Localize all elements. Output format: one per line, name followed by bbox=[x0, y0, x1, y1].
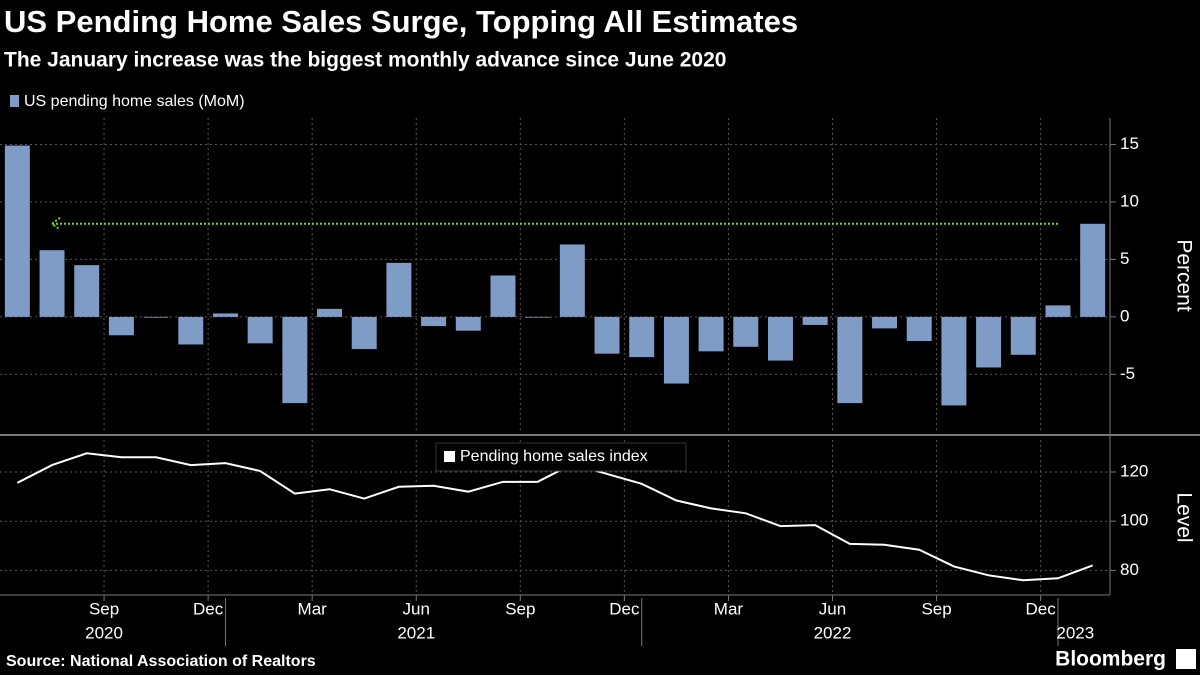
bar bbox=[317, 308, 343, 317]
chart-title: US Pending Home Sales Surge, Topping All… bbox=[4, 4, 798, 39]
bar bbox=[837, 316, 863, 404]
y-tick-label: 5 bbox=[1120, 249, 1129, 268]
y-axis-label: Percent bbox=[1172, 239, 1195, 312]
x-tick-label: Jun bbox=[819, 599, 846, 618]
bar bbox=[108, 316, 134, 336]
x-tick-label: Dec bbox=[1026, 599, 1057, 618]
legend-label: Pending home sales index bbox=[460, 448, 648, 465]
bar bbox=[733, 316, 759, 347]
bar bbox=[212, 313, 238, 317]
bar bbox=[802, 316, 828, 325]
legend-swatch bbox=[444, 451, 455, 462]
bar bbox=[282, 316, 308, 404]
x-tick-label: Jun bbox=[403, 599, 430, 618]
x-year-label: 2020 bbox=[85, 623, 123, 642]
y-tick-label: 15 bbox=[1120, 134, 1139, 153]
legend-swatch bbox=[10, 95, 19, 107]
bar bbox=[455, 316, 481, 331]
bar bbox=[629, 316, 655, 358]
x-tick-label: Sep bbox=[89, 599, 119, 618]
x-tick-label: Sep bbox=[921, 599, 951, 618]
bar bbox=[490, 275, 516, 317]
brand: Bloomberg bbox=[1055, 648, 1166, 671]
y-tick-label: -5 bbox=[1120, 364, 1135, 383]
x-tick-label: Sep bbox=[505, 599, 535, 618]
bar bbox=[351, 316, 377, 350]
bar bbox=[421, 316, 447, 327]
x-tick-label: Dec bbox=[193, 599, 224, 618]
bar bbox=[247, 316, 273, 344]
x-year-label: 2022 bbox=[814, 623, 852, 642]
y-tick-label: 120 bbox=[1120, 461, 1148, 480]
y-tick-label: 80 bbox=[1120, 560, 1139, 579]
x-year-label: 2021 bbox=[397, 623, 435, 642]
bar bbox=[525, 316, 551, 318]
bar bbox=[1010, 316, 1036, 355]
y-tick-label: 0 bbox=[1120, 306, 1129, 325]
bar bbox=[559, 244, 585, 317]
x-tick-label: Mar bbox=[714, 599, 744, 618]
bar bbox=[941, 316, 967, 406]
brand-icon bbox=[1176, 649, 1196, 669]
x-tick-label: Dec bbox=[609, 599, 640, 618]
reference-arrow bbox=[50, 216, 61, 231]
bar bbox=[1045, 305, 1071, 317]
x-tick-label: Mar bbox=[298, 599, 328, 618]
bar bbox=[663, 316, 689, 384]
y-axis-label: Level bbox=[1172, 492, 1195, 542]
legend-box bbox=[435, 442, 687, 472]
bar bbox=[906, 316, 932, 342]
legend-label: US pending home sales (MoM) bbox=[24, 93, 245, 110]
y-tick-label: 10 bbox=[1120, 191, 1139, 210]
y-tick-label: 100 bbox=[1120, 511, 1148, 530]
line bbox=[16, 452, 1094, 582]
bar bbox=[767, 316, 793, 361]
bar bbox=[976, 316, 1002, 368]
bar bbox=[1080, 223, 1106, 317]
bar bbox=[178, 316, 204, 345]
x-year-label: 2023 bbox=[1056, 623, 1094, 642]
bar bbox=[143, 316, 169, 318]
bar bbox=[39, 250, 65, 317]
source: Source: National Association of Realtors bbox=[6, 653, 316, 670]
bar bbox=[872, 316, 898, 329]
bar bbox=[74, 265, 100, 317]
bar bbox=[698, 316, 724, 352]
bar bbox=[4, 145, 30, 317]
chart-subtitle: The January increase was the biggest mon… bbox=[4, 49, 726, 72]
bar bbox=[594, 316, 620, 354]
bar bbox=[386, 262, 412, 317]
